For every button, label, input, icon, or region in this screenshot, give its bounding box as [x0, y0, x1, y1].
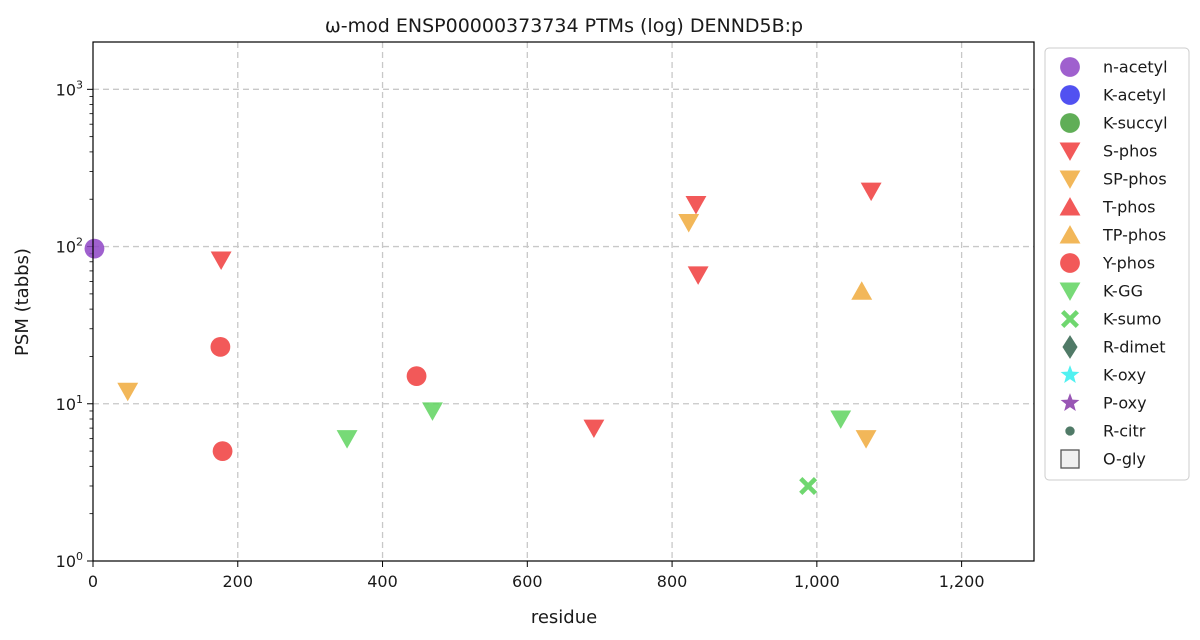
- x-axis-label: residue: [531, 607, 597, 628]
- y-tick-label: 101: [56, 393, 83, 414]
- data-point-s-phos: [687, 266, 709, 285]
- grid-lines: [93, 42, 1034, 561]
- y-axis-label: PSM (tabbs): [12, 248, 33, 356]
- legend-label: R-citr: [1103, 422, 1146, 441]
- data-point-k-gg: [422, 402, 443, 421]
- legend-marker-n-acetyl: [1060, 57, 1080, 77]
- legend-label: K-sumo: [1103, 310, 1161, 329]
- data-point-k-gg: [336, 430, 358, 449]
- data-point-k-gg: [830, 410, 852, 429]
- legend-marker-k-acetyl: [1060, 85, 1080, 105]
- legend: n-acetyl K-acetyl K-succyl S-phos SP-phos T-p…: [1044, 47, 1190, 481]
- legend-marker-t-phos: [1059, 197, 1081, 216]
- legend-marker-p-oxy: [1060, 393, 1080, 412]
- data-point-sp-phos: [117, 382, 139, 402]
- data-point-y-phos: [406, 366, 427, 386]
- legend-marker-y-phos: [1060, 253, 1080, 273]
- y-tick-label: 102: [56, 236, 83, 257]
- data-point-n-acetyl: [84, 238, 105, 259]
- legend-marker-o-gly: [1060, 449, 1080, 469]
- x-tick-label: 1,200: [939, 572, 985, 591]
- legend-marker-r-dimet: [1062, 335, 1078, 359]
- plot-frame: [92, 41, 1035, 562]
- data-point-s-phos: [860, 182, 882, 202]
- data-point-sp-phos: [855, 430, 877, 449]
- legend-label: R-dimet: [1103, 338, 1166, 357]
- legend-marker-r-citr: [1065, 426, 1075, 436]
- legend-label: T-phos: [1102, 198, 1156, 217]
- legend-label: K-acetyl: [1103, 86, 1166, 105]
- chart-title: ω-mod ENSP00000373734 PTMs (log) DENND5B…: [325, 15, 803, 37]
- legend-marker-tp-phos: [1059, 225, 1081, 244]
- data-point-s-phos: [210, 251, 232, 271]
- x-tick-label: 200: [222, 572, 253, 591]
- x-tick-label: 600: [512, 572, 543, 591]
- legend-label: n-acetyl: [1103, 58, 1168, 77]
- data-points: [84, 182, 882, 495]
- legend-marker-s-phos: [1059, 142, 1081, 161]
- legend-marker-k-sumo: [1061, 310, 1079, 328]
- legend-label: P-oxy: [1103, 394, 1147, 413]
- legend-label: TP-phos: [1102, 226, 1166, 245]
- x-tick-label: 0: [88, 572, 98, 591]
- legend-label: S-phos: [1103, 142, 1157, 161]
- data-point-s-phos: [583, 419, 605, 439]
- data-point-s-phos: [685, 195, 707, 215]
- legend-label: O-gly: [1103, 450, 1146, 469]
- legend-marker-k-gg: [1059, 282, 1081, 301]
- legend-marker-k-oxy: [1060, 365, 1080, 384]
- x-tick-label: 800: [657, 572, 688, 591]
- data-point-y-phos: [210, 337, 231, 357]
- y-tick-label: 103: [56, 78, 83, 99]
- legend-marker-sp-phos: [1059, 170, 1081, 189]
- legend-marker-k-succyl: [1060, 113, 1080, 133]
- data-point-y-phos: [212, 441, 233, 462]
- legend-label: K-succyl: [1103, 114, 1168, 133]
- data-point-sp-phos: [678, 214, 700, 233]
- x-tick-label: 1,000: [794, 572, 840, 591]
- y-tick-label: 100: [56, 550, 83, 571]
- legend-label: K-oxy: [1103, 366, 1146, 385]
- data-point-k-sumo: [799, 476, 818, 495]
- legend-label: K-GG: [1103, 282, 1143, 301]
- axis-ticks: 0 200 400 600 800 1,000 1,200 100 101 102 103: [56, 78, 985, 591]
- legend-frame: [1044, 47, 1190, 481]
- x-tick-label: 400: [367, 572, 398, 591]
- legend-label: Y-phos: [1102, 254, 1155, 273]
- data-point-tp-phos: [851, 281, 873, 300]
- legend-label: SP-phos: [1103, 170, 1167, 189]
